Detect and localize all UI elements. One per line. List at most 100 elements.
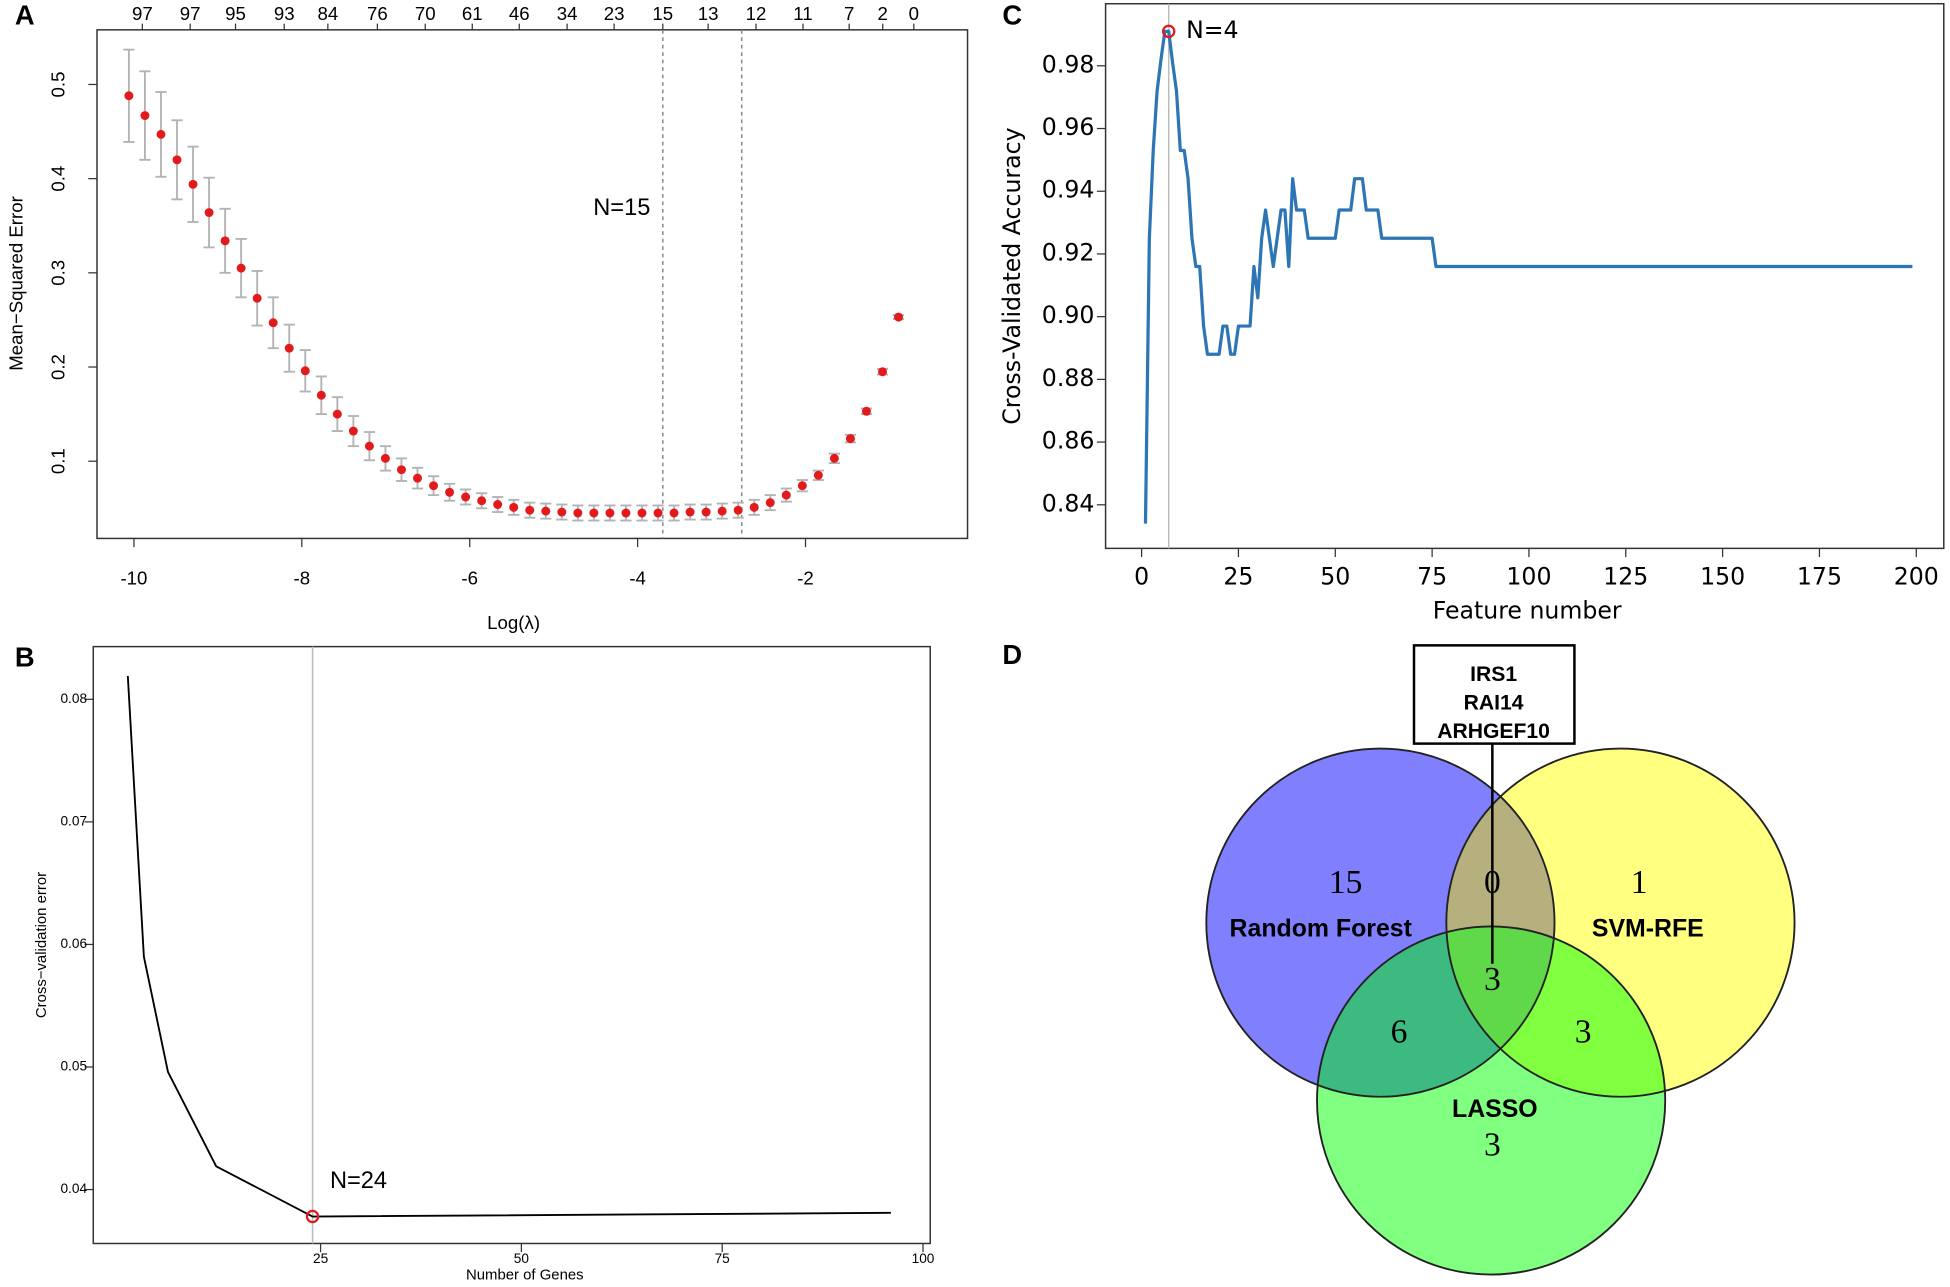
x-tick-label: 175 <box>1797 563 1842 591</box>
callout-text: RAI14 <box>1464 691 1524 714</box>
point <box>894 312 904 322</box>
point <box>749 502 759 512</box>
point <box>236 263 246 273</box>
region-count: 3 <box>1484 1126 1501 1163</box>
y-tick-label: 0.94 <box>1042 176 1095 204</box>
y-tick-label: 0.90 <box>1042 301 1095 329</box>
top-tick-label: 11 <box>793 3 812 24</box>
x-axis-label: Feature number <box>1433 596 1622 624</box>
point <box>348 426 358 436</box>
point <box>156 129 166 139</box>
x-tick-label: 150 <box>1700 563 1745 591</box>
x-tick-label: -6 <box>461 567 478 588</box>
y-tick-label: 0.96 <box>1042 113 1095 141</box>
y-tick-label: 0.07 <box>60 813 87 828</box>
top-tick-label: 34 <box>557 3 578 24</box>
point <box>589 508 599 518</box>
point <box>765 498 775 508</box>
point <box>861 406 871 416</box>
point <box>541 506 551 516</box>
point <box>637 508 647 518</box>
y-tick-label: 0.06 <box>60 936 87 951</box>
point <box>733 505 743 515</box>
panel-letter: D <box>1002 639 1022 670</box>
top-tick-label: 12 <box>746 3 767 24</box>
y-tick-label: 0.04 <box>60 1181 87 1196</box>
venn-overlap <box>1316 926 1555 1097</box>
x-tick-label: 75 <box>1417 563 1447 591</box>
point <box>140 111 150 121</box>
top-tick-label: 23 <box>604 3 625 24</box>
point <box>284 343 294 353</box>
point <box>573 508 583 518</box>
point <box>781 490 791 500</box>
y-tick-label: 0.5 <box>48 72 69 98</box>
x-tick-label: 100 <box>1506 563 1551 591</box>
y-tick-label: 0.2 <box>48 354 69 380</box>
marker-label: N=24 <box>330 1168 387 1194</box>
x-tick-label: -4 <box>629 567 646 588</box>
point <box>252 293 262 303</box>
point <box>380 453 390 463</box>
top-tick-label: 95 <box>225 3 246 24</box>
venn-outline <box>1445 747 1796 1098</box>
highlight-marker <box>305 1209 320 1224</box>
top-tick-label: 84 <box>317 3 338 24</box>
panel-letter: C <box>1002 0 1022 31</box>
point <box>445 487 455 497</box>
point <box>878 367 887 377</box>
y-tick-label: 0.98 <box>1042 50 1095 78</box>
top-tick-label: 2 <box>878 3 888 24</box>
plot-frame <box>92 645 931 1245</box>
y-tick-label: 0.1 <box>48 448 69 474</box>
point <box>509 502 519 512</box>
y-tick-label: 0.84 <box>1042 489 1095 517</box>
x-tick-label: -10 <box>120 567 147 588</box>
point <box>669 508 679 518</box>
point <box>477 496 487 506</box>
chart-panel: 0 25 50 75 100 125 150 175 200 0.84 0.86 0.88 0.90 0.… <box>998 2 1945 624</box>
point <box>364 441 374 451</box>
panel-letter: B <box>15 641 35 672</box>
point <box>653 508 663 518</box>
top-tick-label: 76 <box>367 3 388 24</box>
venn-diagram: IRS1 RAI14 ARHGEF10 Random Forest SVM-RF… <box>1205 644 1796 1276</box>
top-tick-label: 93 <box>274 3 295 24</box>
point <box>413 473 422 483</box>
chart-panel: 25 50 75 100 0.04 0.05 0.06 0.07 0.08 Number of G… <box>33 645 935 1284</box>
y-tick-label: 0.92 <box>1042 238 1095 266</box>
point <box>188 179 198 189</box>
point <box>204 208 214 218</box>
top-tick-label: 0 <box>909 3 919 24</box>
line <box>1143 29 1913 524</box>
y-tick-label: 0.3 <box>48 260 69 286</box>
point <box>685 507 695 517</box>
region-count: 0 <box>1484 864 1501 901</box>
x-axis-label: Log(λ) <box>487 612 540 633</box>
y-tick-label: 0.88 <box>1042 364 1095 392</box>
point <box>525 505 535 515</box>
x-tick-label: 75 <box>715 1251 731 1266</box>
point <box>845 434 855 444</box>
y-tick-label: 0.86 <box>1042 427 1095 455</box>
x-tick-label: 200 <box>1894 563 1939 591</box>
set-label: Random Forest <box>1230 915 1412 943</box>
top-tick-label: 97 <box>180 3 201 24</box>
callout-text: ARHGEF10 <box>1437 720 1550 743</box>
x-tick-label: 25 <box>1223 563 1253 591</box>
x-axis-label: Number of Genes <box>466 1267 584 1284</box>
top-tick-label: 15 <box>652 3 673 24</box>
point <box>220 236 230 246</box>
point <box>717 506 727 516</box>
set-label: LASSO <box>1452 1095 1538 1123</box>
point <box>493 500 503 509</box>
point <box>397 465 406 475</box>
venn-overlap <box>1446 926 1666 1097</box>
top-tick-label: 46 <box>509 3 530 24</box>
x-tick-label: 125 <box>1603 563 1648 591</box>
x-tick-label: 100 <box>912 1251 935 1266</box>
top-tick-label: 7 <box>844 3 854 24</box>
point <box>605 508 615 518</box>
